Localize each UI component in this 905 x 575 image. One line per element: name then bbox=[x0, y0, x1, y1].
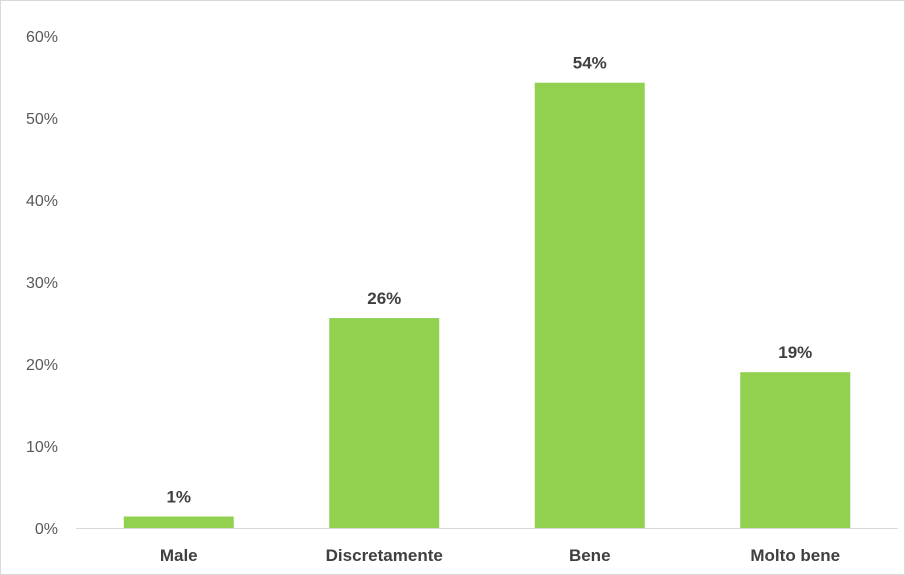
y-tick-label: 30% bbox=[26, 275, 58, 292]
x-axis-category-labels: Male Discretamente Bene Molto bene bbox=[160, 546, 840, 565]
data-labels: 1% 26% 54% 19% bbox=[166, 54, 812, 507]
x-category-label: Male bbox=[160, 546, 198, 565]
data-label: 26% bbox=[367, 289, 401, 308]
data-label: 54% bbox=[573, 54, 607, 73]
bar-bene bbox=[534, 82, 645, 529]
data-label: 19% bbox=[778, 343, 812, 362]
bars bbox=[123, 82, 851, 529]
bar-discretamente bbox=[329, 318, 440, 528]
y-tick-label: 60% bbox=[26, 29, 58, 46]
y-tick-label: 50% bbox=[26, 111, 58, 128]
data-label: 1% bbox=[166, 488, 191, 507]
y-tick-label: 0% bbox=[35, 521, 58, 538]
bar-molto-bene bbox=[740, 372, 851, 528]
y-tick-label: 40% bbox=[26, 193, 58, 210]
x-category-label: Discretamente bbox=[326, 546, 443, 565]
y-tick-label: 20% bbox=[26, 357, 58, 374]
y-axis-ticks: 0% 10% 20% 30% 40% 50% 60% bbox=[26, 29, 58, 538]
x-category-label: Bene bbox=[569, 546, 611, 565]
bar-male bbox=[123, 516, 234, 528]
x-category-label: Molto bene bbox=[750, 546, 840, 565]
y-tick-label: 10% bbox=[26, 439, 58, 456]
